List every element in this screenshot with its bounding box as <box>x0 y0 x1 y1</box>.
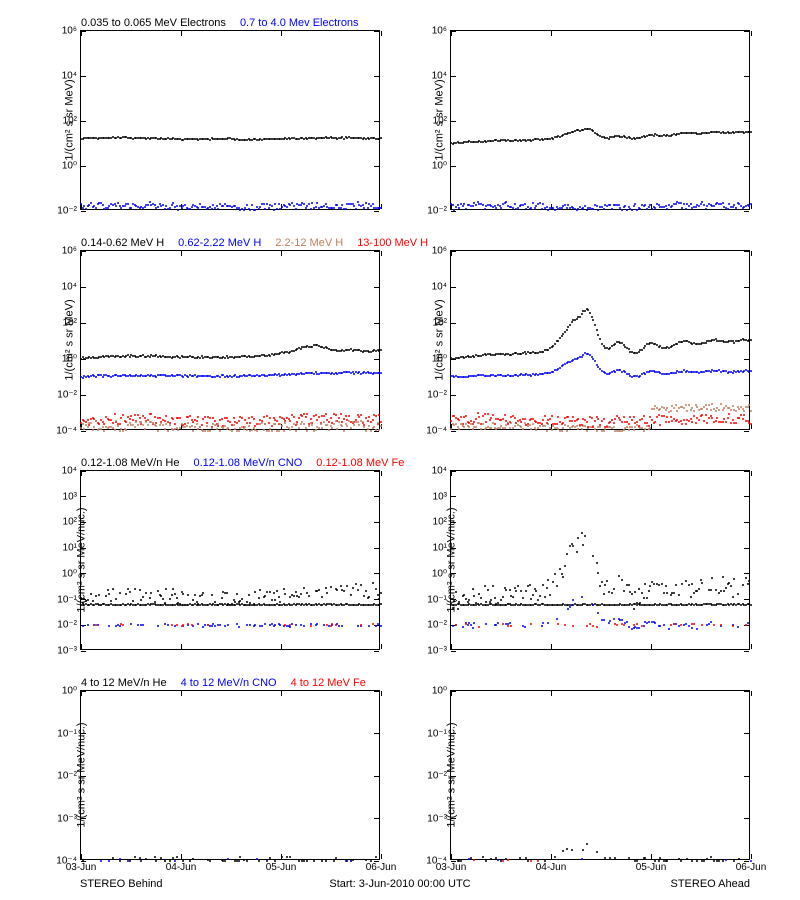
legend-entry: 0.14-0.62 MeV H <box>81 237 164 249</box>
ytick-label: 10⁶ <box>62 246 81 257</box>
plot-panel: 10⁻²10⁰10²10⁴10⁶1/(cm² s sr MeV) <box>450 30 750 210</box>
ytick-label: 10⁻² <box>57 620 81 631</box>
ytick-label: 10⁶ <box>432 26 451 37</box>
ytick-label: 10³ <box>63 491 81 502</box>
ytick-label: 10⁻³ <box>427 646 451 657</box>
y-axis-label: 1/(cm² s sr MeV/nuc.) <box>76 722 88 827</box>
ytick-label: 10⁴ <box>432 282 451 293</box>
legend-entry: 4 to 12 MeV Fe <box>291 677 366 689</box>
ytick-label: 10⁴ <box>62 282 81 293</box>
xtick-label: 04-Jun <box>536 859 567 873</box>
legend-entry: 2.2-12 MeV H <box>275 237 343 249</box>
legend-entry: 0.7 to 4.0 Mev Electrons <box>240 17 359 29</box>
footer-right-label: STEREO Ahead <box>671 878 751 890</box>
legend-entry: 4 to 12 MeV/n He <box>81 677 167 689</box>
panel-title: 0.12-1.08 MeV/n He 0.12-1.08 MeV/n CNO 0.1… <box>81 457 418 471</box>
footer-center-label: Start: 3-Jun-2010 00:00 UTC <box>329 878 470 890</box>
ytick-label: 10⁶ <box>62 26 81 37</box>
ytick-label: 10⁴ <box>432 466 451 477</box>
y-axis-label: 1/(cm² s sr MeV) <box>64 79 76 160</box>
footer-left-label: STEREO Behind <box>80 878 163 890</box>
ytick-label: 10⁻² <box>57 206 81 217</box>
legend-entry: 0.035 to 0.065 MeV Electrons <box>81 17 226 29</box>
legend-entry: 0.62-2.22 MeV H <box>178 237 261 249</box>
legend-entry: 4 to 12 MeV/n CNO <box>181 677 277 689</box>
ytick-label: 10⁰ <box>62 686 81 697</box>
legend-entry: 0.12-1.08 MeV/n He <box>81 457 179 469</box>
y-axis-label: 1/(cm² s sr MeV) <box>434 79 446 160</box>
panel-title: 0.14-0.62 MeV H 0.62-2.22 MeV H 2.2-12 MeV… <box>81 237 442 251</box>
legend-entry: 13-100 MeV H <box>357 237 428 249</box>
ytick-label: 10⁴ <box>62 466 81 477</box>
plot-panel: 10⁻²10⁰10²10⁴10⁶1/(cm² s sr MeV)0.035 to… <box>80 30 380 210</box>
ytick-label: 10⁻² <box>427 206 451 217</box>
ytick-label: 10⁰ <box>432 686 451 697</box>
ytick-label: 10⁰ <box>62 161 81 172</box>
ytick-label: 10³ <box>433 491 451 502</box>
ytick-label: 10⁻⁴ <box>426 426 451 437</box>
plot-panel: 10⁻⁴10⁻³10⁻²10⁻¹10⁰03-Jun04-Jun05-Jun06-… <box>80 690 380 860</box>
legend-entry: 0.12-1.08 MeV/n CNO <box>193 457 302 469</box>
y-axis-label: 1/(cm² s sr MeV) <box>434 299 446 380</box>
plot-panel: 10⁻³10⁻²10⁻¹10⁰10¹10²10³10⁴1/(cm² s sr M… <box>80 470 380 650</box>
y-axis-label: 1/(cm² s sr MeV/nuc.) <box>446 722 458 827</box>
ytick-label: 10⁻³ <box>57 646 81 657</box>
ytick-label: 10⁰ <box>432 161 451 172</box>
y-axis-label: 1/(cm² s sr MeV) <box>64 299 76 380</box>
plot-panel: 10⁻⁴10⁻²10⁰10²10⁴10⁶1/(cm² s sr MeV) <box>450 250 750 430</box>
xtick-label: 05-Jun <box>636 859 667 873</box>
ytick-label: 10⁶ <box>432 246 451 257</box>
plot-panel: 10⁻⁴10⁻²10⁰10²10⁴10⁶1/(cm² s sr MeV)0.14… <box>80 250 380 430</box>
plot-panel: 10⁻⁴10⁻³10⁻²10⁻¹10⁰03-Jun04-Jun05-Jun06-… <box>450 690 750 860</box>
xtick-label: 05-Jun <box>266 859 297 873</box>
ytick-label: 10⁻² <box>57 390 81 401</box>
ytick-label: 10⁻² <box>427 620 451 631</box>
panel-title: 4 to 12 MeV/n He 4 to 12 MeV/n CNO 4 to 12… <box>81 677 380 691</box>
panel-title: 0.035 to 0.065 MeV Electrons 0.7 to 4.0 M… <box>81 17 373 31</box>
ytick-label: 10⁻² <box>427 390 451 401</box>
figure-root: 10⁻²10⁰10²10⁴10⁶1/(cm² s sr MeV) 0.035 to… <box>0 0 800 900</box>
y-axis-label: 1/(cm² s sr MeV/nuc.) <box>446 507 458 612</box>
ytick-label: 10⁻⁴ <box>56 426 81 437</box>
legend-entry: 0.12-1.08 MeV Fe <box>316 457 404 469</box>
plot-panel: 10⁻³10⁻²10⁻¹10⁰10¹10²10³10⁴1/(cm² s sr M… <box>450 470 750 650</box>
